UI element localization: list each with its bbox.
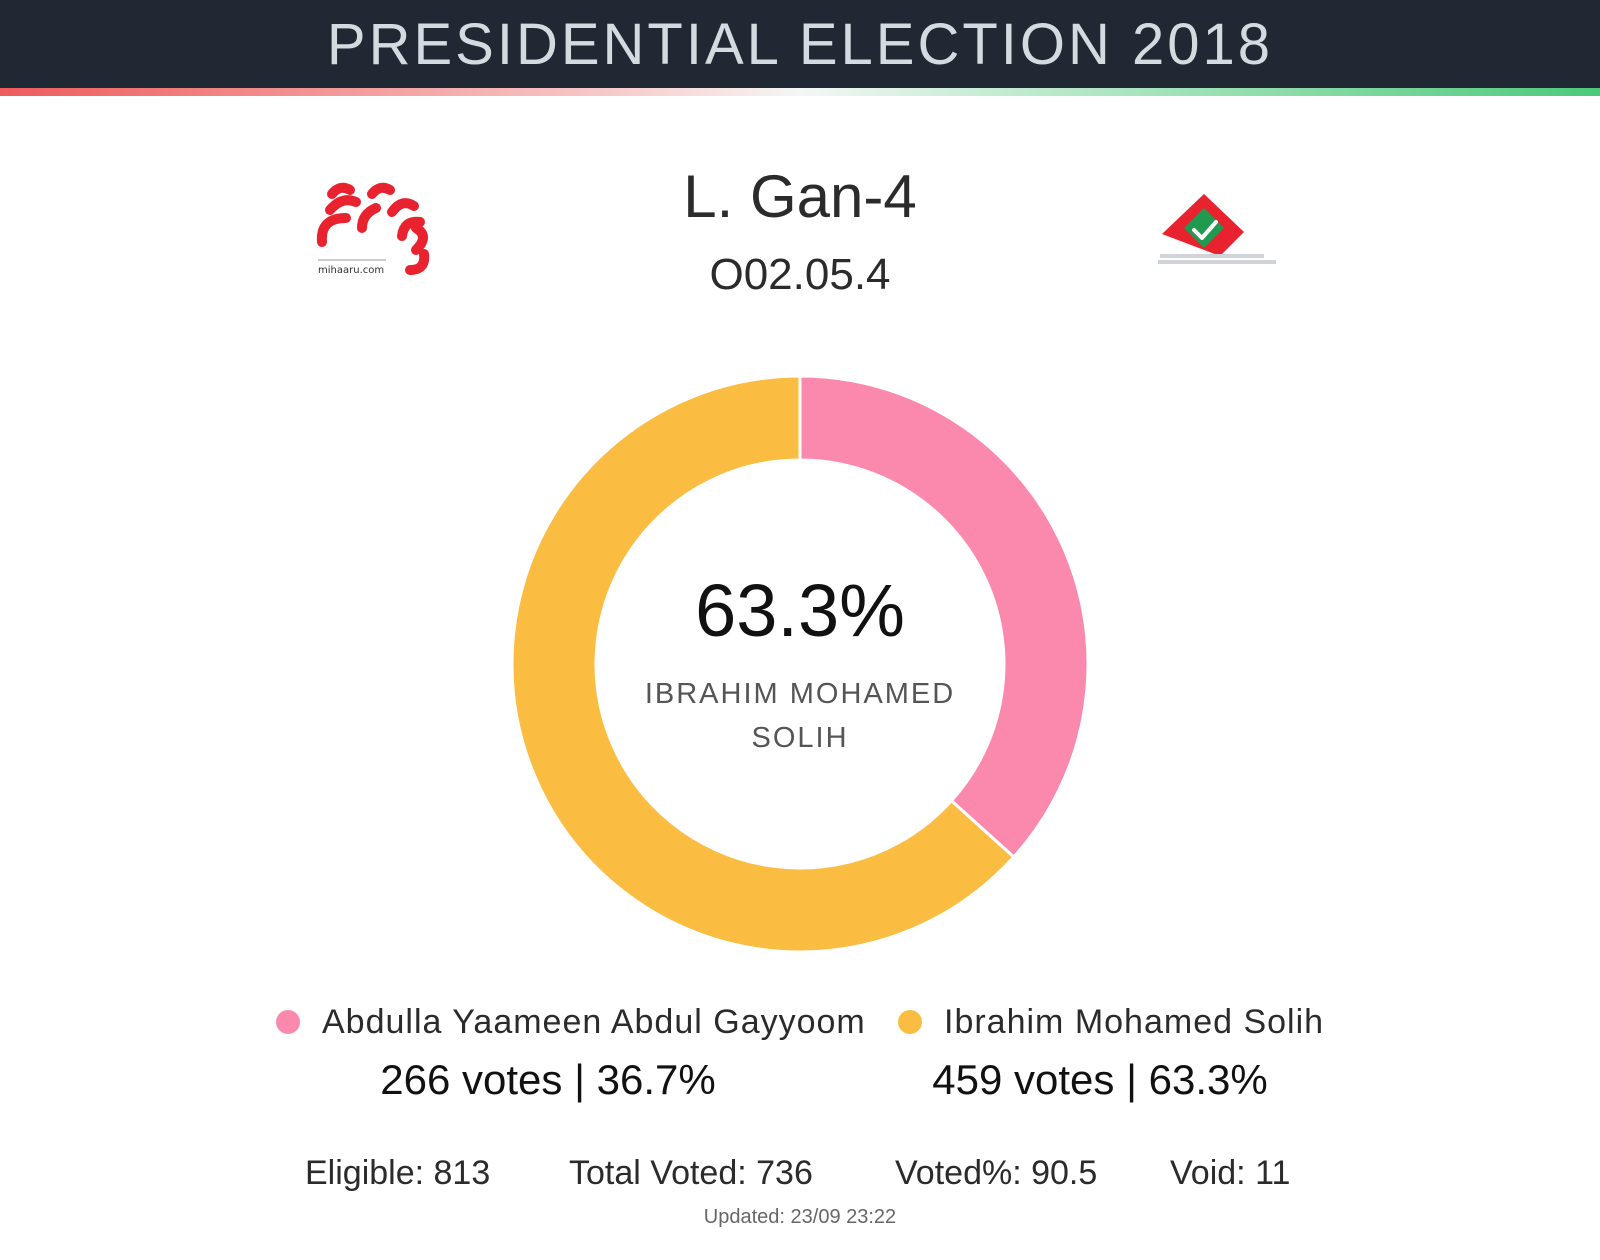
legend-item-yaameen: Abdulla Yaameen Abdul Gayyoom 266 votes … [276, 1000, 865, 1104]
center-percentage: 63.3% [695, 569, 905, 652]
stat-voted-percentage: Voted%: 90.5 [895, 1154, 1098, 1192]
ballot-box-logo [1158, 194, 1276, 264]
legend-dot-solih [898, 1010, 922, 1034]
donut-chart [510, 374, 1090, 954]
legend-name-solih: Ibrahim Mohamed Solih [944, 1002, 1325, 1041]
donut-slice-yaameen[interactable] [798, 374, 1090, 860]
center-candidate-name: IBRAHIM MOHAMED SOLIH [644, 678, 956, 754]
station-code: O02.05.4 [709, 250, 891, 299]
legend-item-solih: Ibrahim Mohamed Solih 459 votes | 63.3% [898, 1000, 1458, 1104]
mihaaru-logo: mihaaru.com [316, 182, 430, 276]
accent-bar [0, 88, 1600, 96]
stat-void: Void: 11 [1170, 1154, 1291, 1192]
legend-name-yaameen: Abdulla Yaameen Abdul Gayyoom [322, 1002, 866, 1041]
donut-slice-solih[interactable] [510, 374, 1016, 954]
page-header: PRESIDENTIAL ELECTION 2018 [0, 0, 1600, 88]
legend-stats-solih: 459 votes | 63.3% [932, 1056, 1268, 1103]
legend-stats-yaameen: 266 votes | 36.7% [380, 1056, 716, 1103]
page-title: PRESIDENTIAL ELECTION 2018 [326, 11, 1274, 77]
station-name: L. Gan-4 [683, 163, 917, 230]
stat-eligible: Eligible: 813 [305, 1154, 491, 1192]
mihaaru-logo-text: mihaaru.com [318, 265, 384, 276]
stat-total-voted: Total Voted: 736 [569, 1154, 813, 1192]
legend-dot-yaameen [276, 1010, 300, 1034]
updated-timestamp: Updated: 23/09 23:22 [703, 1206, 897, 1228]
